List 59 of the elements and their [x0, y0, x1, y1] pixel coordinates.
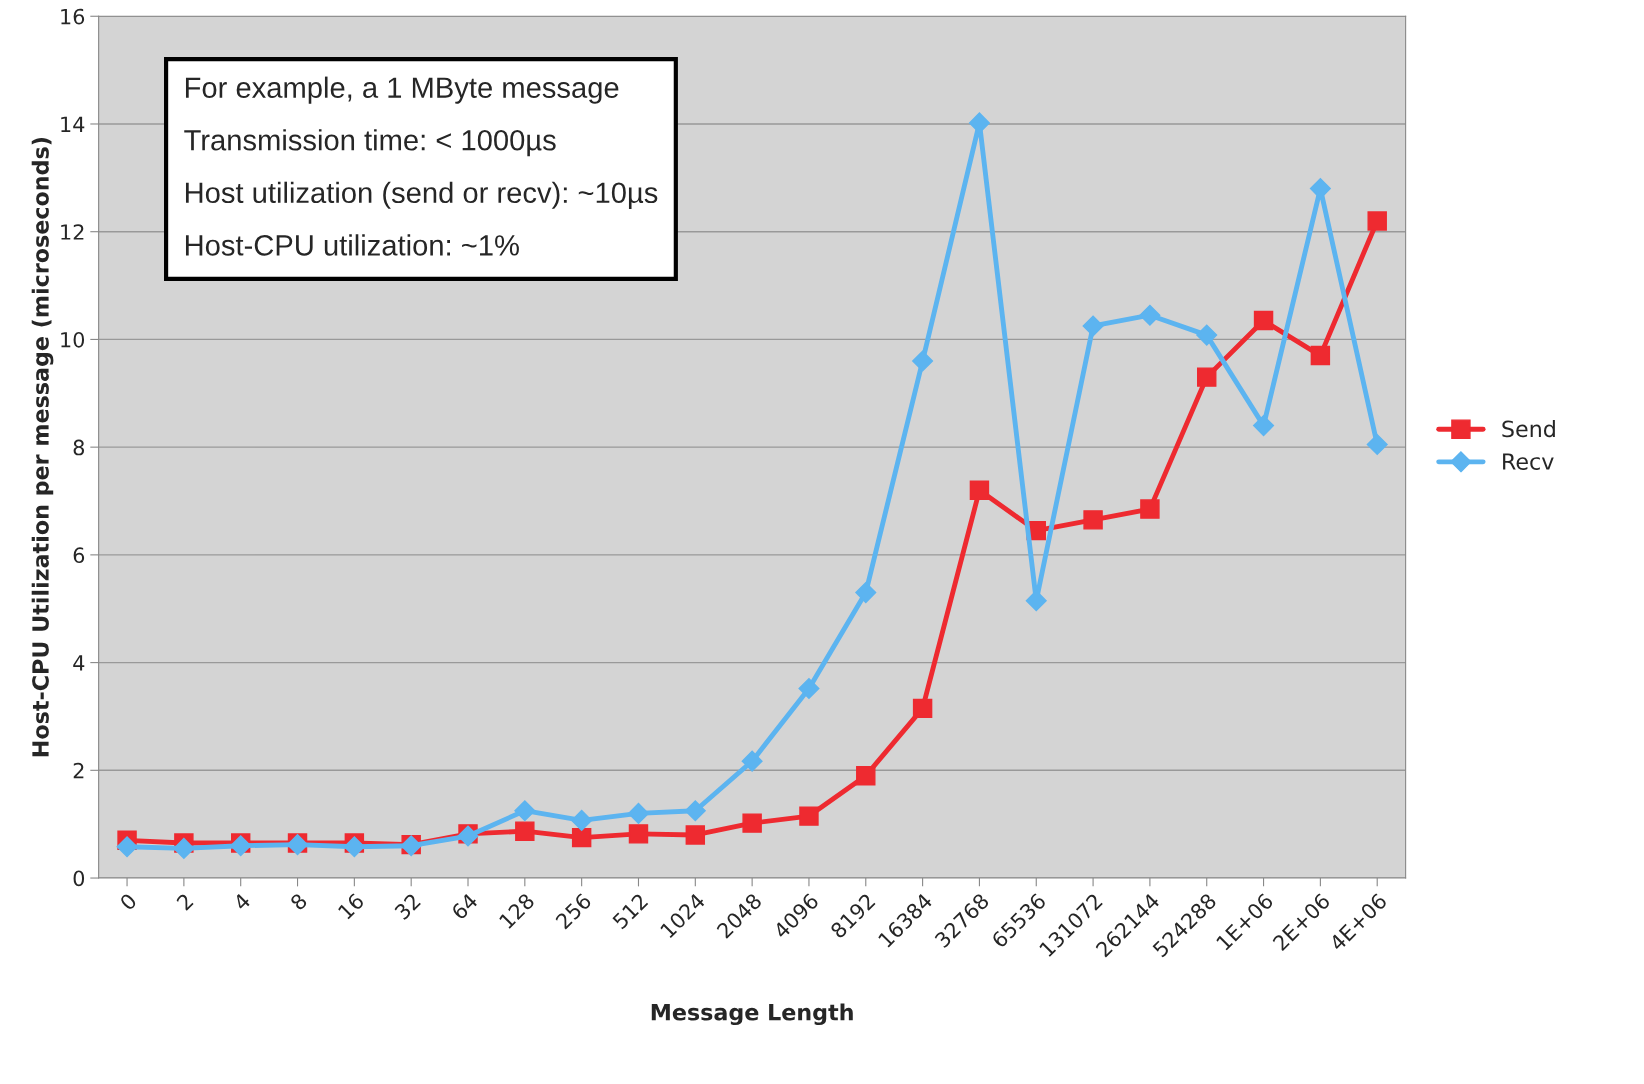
annotation: Transmission time: < 1000µs — [184, 129, 556, 157]
x-tick-label: 8 — [289, 892, 308, 912]
point — [912, 350, 934, 372]
point — [173, 837, 195, 859]
point — [685, 825, 706, 845]
point — [684, 800, 706, 822]
point — [912, 698, 933, 719]
y-tick-label: 10 — [61, 331, 85, 348]
point — [1082, 315, 1104, 337]
y-tick-label: 2 — [73, 762, 84, 779]
point — [741, 750, 763, 772]
annotation: For example, a 1 MByte message — [185, 76, 619, 104]
y-tick-label: 6 — [73, 547, 85, 564]
x-tick-label: 64 — [450, 892, 479, 921]
y-tick-label: 4 — [73, 655, 85, 671]
point — [1310, 345, 1331, 366]
x-axis-title: Message Length — [651, 1003, 853, 1026]
point — [1083, 510, 1103, 530]
point — [856, 765, 876, 786]
point — [969, 480, 990, 500]
point — [628, 824, 649, 844]
x-tick-label: 0 — [118, 892, 138, 912]
y-tick-label: 16 — [61, 8, 85, 25]
x-tick-label: 32 — [393, 892, 422, 921]
point — [1139, 304, 1161, 326]
point — [571, 809, 593, 831]
point — [514, 800, 536, 822]
point — [968, 112, 990, 134]
annotation: Host-CPU utilization: ~1% — [185, 234, 519, 256]
point — [798, 677, 820, 699]
x-tick-label: 512 — [611, 892, 649, 930]
x-tick-label: 2 — [175, 892, 194, 911]
point — [1025, 590, 1047, 612]
y-tick-label: 0 — [73, 870, 85, 887]
point — [1140, 499, 1160, 519]
point — [515, 821, 535, 841]
x-tick-label: 4 — [232, 892, 252, 912]
point — [742, 813, 762, 833]
point — [1197, 367, 1217, 387]
point — [1253, 310, 1274, 331]
point — [1367, 211, 1387, 231]
y-tick-label: 8 — [73, 439, 85, 456]
y-axis-title: Host-CPU Utilization per message (microseconds) — [31, 138, 54, 757]
point — [1253, 415, 1275, 437]
annotation: Host utilization (send or recv): ~10µs — [185, 181, 658, 209]
x-tick-label: 16 — [337, 892, 365, 920]
legend-label: Recv — [1503, 453, 1554, 470]
x-tick-label: 128 — [498, 892, 536, 930]
point — [627, 802, 649, 824]
point — [1366, 433, 1388, 455]
point — [343, 836, 365, 858]
point — [571, 827, 592, 848]
legend-label: Send — [1502, 420, 1555, 438]
point — [116, 836, 138, 858]
point — [855, 582, 877, 604]
y-tick-label: 14 — [61, 116, 85, 132]
point — [1196, 324, 1218, 346]
point — [799, 806, 819, 826]
y-tick-label: 12 — [61, 224, 84, 240]
